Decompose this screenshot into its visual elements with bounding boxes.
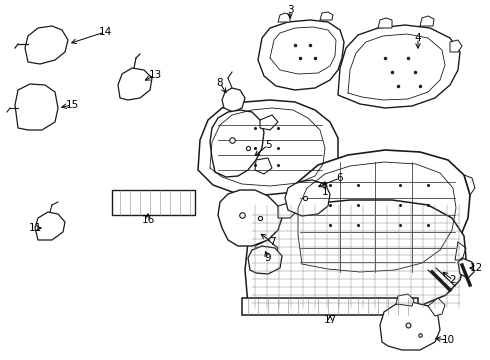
Polygon shape xyxy=(35,212,65,240)
Polygon shape xyxy=(15,84,58,130)
Text: 10: 10 xyxy=(441,335,455,345)
Text: 6: 6 xyxy=(337,173,343,183)
Polygon shape xyxy=(278,13,290,22)
Polygon shape xyxy=(260,115,278,130)
Text: 5: 5 xyxy=(265,140,271,150)
Text: 2: 2 xyxy=(450,275,456,285)
Polygon shape xyxy=(248,246,282,274)
Text: 11: 11 xyxy=(28,223,42,233)
Polygon shape xyxy=(222,88,245,112)
Text: 7: 7 xyxy=(269,237,275,247)
Text: 14: 14 xyxy=(98,27,112,37)
Polygon shape xyxy=(112,190,195,215)
Polygon shape xyxy=(380,302,440,350)
Text: 16: 16 xyxy=(142,215,155,225)
Polygon shape xyxy=(428,298,445,316)
Polygon shape xyxy=(378,18,392,28)
Polygon shape xyxy=(288,150,470,278)
Polygon shape xyxy=(258,20,344,90)
Text: 8: 8 xyxy=(217,78,223,88)
Polygon shape xyxy=(285,180,330,216)
Polygon shape xyxy=(458,258,474,278)
Text: 12: 12 xyxy=(469,263,483,273)
Polygon shape xyxy=(278,202,298,218)
Polygon shape xyxy=(255,240,278,258)
Text: 3: 3 xyxy=(287,5,294,15)
Polygon shape xyxy=(396,294,414,306)
Text: 4: 4 xyxy=(415,33,421,43)
Polygon shape xyxy=(242,298,418,315)
Text: 1: 1 xyxy=(322,187,328,197)
Text: 9: 9 xyxy=(265,253,271,263)
Polygon shape xyxy=(245,200,466,312)
Polygon shape xyxy=(338,25,460,108)
Text: 17: 17 xyxy=(323,315,337,325)
Polygon shape xyxy=(198,100,338,195)
Polygon shape xyxy=(25,26,68,64)
Polygon shape xyxy=(450,40,462,52)
Polygon shape xyxy=(210,110,264,177)
Polygon shape xyxy=(218,190,282,246)
Text: 15: 15 xyxy=(65,100,78,110)
Polygon shape xyxy=(320,12,333,20)
Polygon shape xyxy=(420,16,434,26)
Polygon shape xyxy=(255,158,272,174)
Text: 13: 13 xyxy=(148,70,162,80)
Polygon shape xyxy=(118,68,152,100)
